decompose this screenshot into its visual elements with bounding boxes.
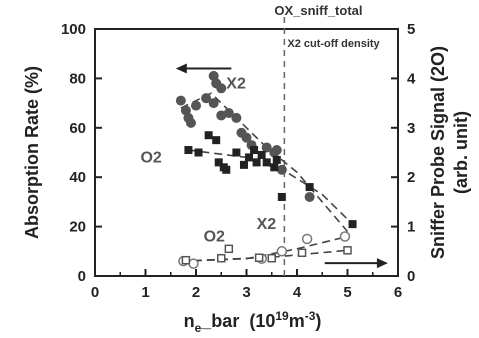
cutoff-label: X2 cut-off density [287, 38, 380, 50]
filled-circle-point [216, 110, 227, 121]
y-left-tick-label: 20 [69, 219, 86, 236]
y-axis-left-label: Absorption Rate (%) [22, 66, 42, 239]
filled-square-point [184, 146, 193, 155]
x-tick-label: 1 [141, 284, 149, 301]
cutoff-marker: OX_sniff_total X2 cut-off density [274, 3, 381, 276]
filled-circle-point [271, 145, 282, 156]
x-label-units-close: ) [315, 311, 321, 331]
y-right-tick-label: 3 [407, 120, 415, 137]
x-tick-label: 3 [242, 284, 250, 301]
filled-square-point [252, 158, 261, 167]
x-tick-label: 5 [343, 284, 351, 301]
y-left-tick-label: 60 [69, 120, 86, 137]
filled-circle-point [223, 107, 234, 118]
data-points [175, 70, 357, 269]
y-right-tick-label: 2 [407, 169, 415, 186]
x-tick-label: 4 [293, 284, 302, 301]
x-label-n: n [184, 311, 195, 331]
filled-square-point [270, 163, 279, 172]
label-x2-lower: X2 [257, 216, 277, 233]
open-square-point [297, 248, 307, 258]
y-right-tick-label: 4 [407, 70, 416, 87]
x-label-bar: _bar [200, 311, 239, 331]
open-circle-point [301, 233, 313, 245]
filled-square-point [262, 158, 271, 167]
filled-circle-point [191, 100, 201, 111]
x-label-units-open: (10 [249, 311, 275, 331]
filled-square-point [222, 165, 231, 174]
x-tick-label: 6 [394, 284, 402, 301]
x-tick-label: 0 [91, 284, 99, 301]
filled-circle-point [261, 142, 272, 153]
filled-square-point [245, 153, 254, 162]
filled-square-point [194, 148, 203, 157]
open-circle-point [276, 246, 288, 257]
filled-circle-point [304, 191, 315, 202]
cutoff-top-label: OX_sniff_total [274, 3, 362, 18]
y-left-tick-label: 0 [78, 268, 86, 285]
open-square-point [254, 253, 264, 262]
x-label-units-exp2: -3 [305, 309, 316, 323]
filled-square-point [250, 146, 259, 155]
x-label-units-exp1: 19 [275, 309, 289, 323]
left-axis-arrow-head [175, 63, 187, 74]
filled-square-point [214, 158, 223, 167]
filled-circle-point [175, 95, 186, 106]
y-axis-right-label-line1: Sniffer Probe Signal (2O) [428, 46, 448, 259]
y-right-tick-label: 5 [407, 21, 415, 38]
label-o2-lower: O2 [204, 228, 225, 245]
fit-line [180, 249, 348, 262]
right-axis-arrow-head [376, 258, 388, 269]
filled-circle-point [241, 132, 252, 143]
filled-circle-point [276, 164, 287, 175]
filled-circle-point [201, 93, 212, 104]
filled-square-point [272, 155, 281, 164]
filled-circle-point [231, 112, 242, 123]
x-axis-label: ne_bar (1019m-3) [184, 309, 322, 335]
label-o2-upper: O2 [140, 149, 161, 166]
y-left-tick-label: 80 [69, 70, 86, 87]
y-right-tick-label: 1 [407, 219, 415, 236]
filled-circle-point [208, 98, 219, 109]
filled-square-point [348, 220, 357, 229]
open-square-point [224, 244, 234, 254]
filled-circle-point [216, 83, 227, 94]
open-circle-point [188, 258, 199, 269]
filled-square-point [305, 183, 314, 192]
open-circle-point [339, 231, 351, 242]
open-square-point [217, 253, 226, 263]
fit-line [188, 149, 354, 225]
open-square-point [343, 246, 352, 255]
label-x2-upper: X2 [226, 75, 246, 92]
y-axis-right-label-line2: (arb. unit) [451, 111, 471, 194]
axis-arrows [175, 63, 388, 269]
filled-square-point [232, 148, 241, 157]
filled-square-point [239, 160, 248, 169]
y-left-tick-label: 40 [69, 169, 86, 186]
filled-square-point [212, 136, 221, 145]
x-label-subscript: e [195, 321, 202, 335]
y-left-tick-label: 100 [61, 21, 86, 38]
x-tick-label: 2 [192, 284, 200, 301]
filled-square-point [204, 131, 213, 140]
open-square-point [181, 255, 191, 265]
filled-square-point [257, 150, 266, 159]
filled-square-point [277, 192, 286, 201]
open-square-point [267, 253, 276, 263]
x-label-units-m: m [289, 311, 305, 331]
filled-circle-point [185, 117, 196, 128]
y-right-tick-label: 0 [407, 268, 415, 285]
